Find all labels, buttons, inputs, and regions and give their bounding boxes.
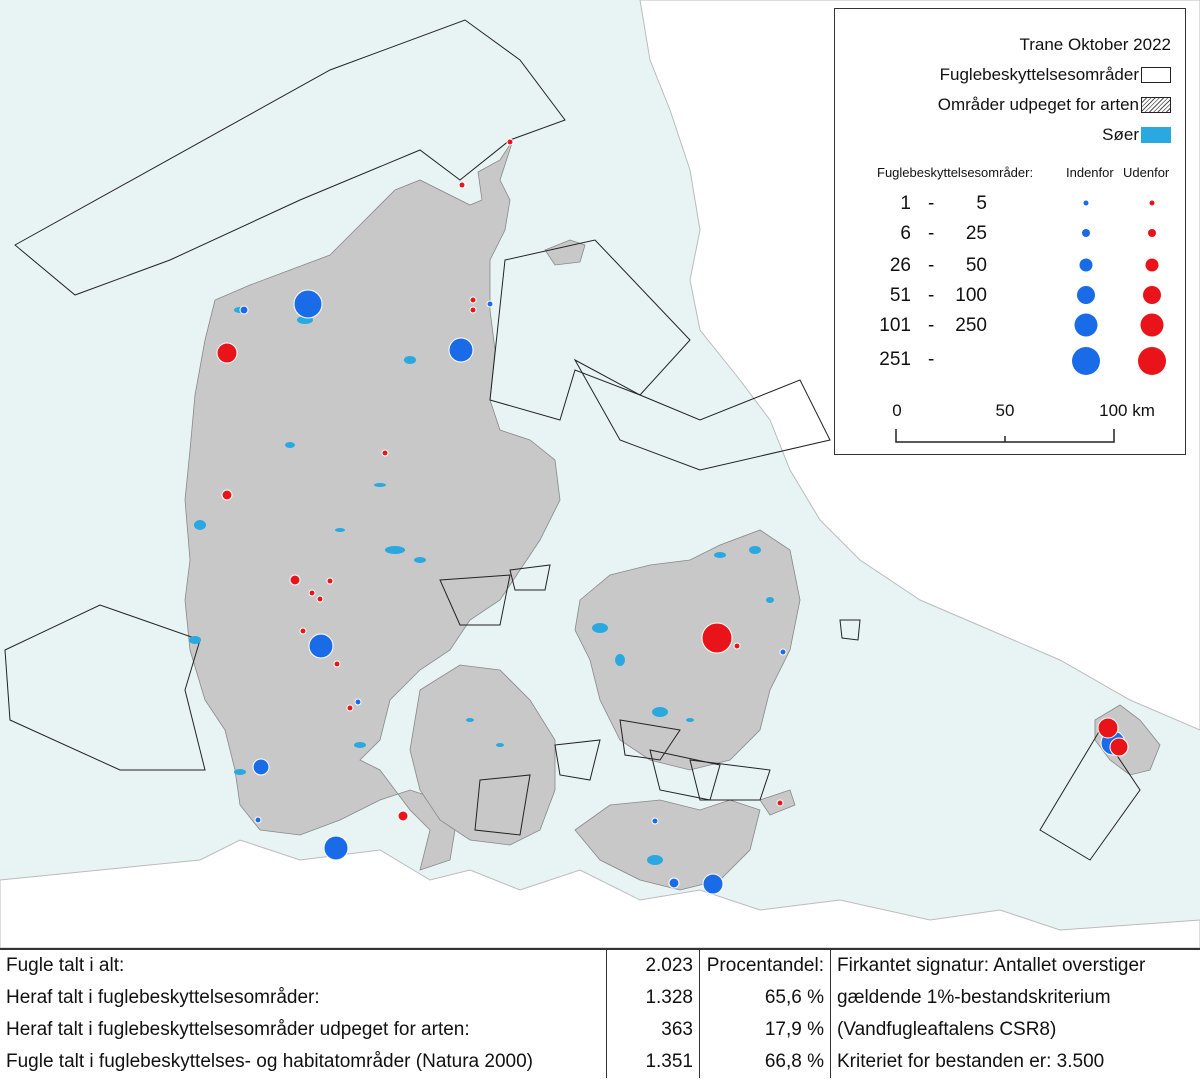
obs-outside [1097, 717, 1119, 739]
obs-outside [1109, 737, 1129, 757]
obs-outside [221, 489, 233, 501]
legend-designated-areas-label: Områder udpeget for arten [937, 95, 1139, 114]
stats-row: Heraf talt i fuglebeskyttelsesområder ud… [0, 1014, 1200, 1046]
obs-outside [333, 660, 341, 668]
scale-label-100: 100 km [1099, 401, 1155, 420]
statistics-table: Fugle talt i alt: 2.023 Procentandel: Fi… [0, 948, 1200, 1085]
legend-panel: Trane Oktober 2022 Fuglebeskyttelsesområ… [834, 8, 1186, 455]
scale-label-0: 0 [892, 401, 902, 420]
stats-row: Fugle talt i alt: 2.023 Procentandel: Fi… [0, 950, 1200, 982]
legend-lakes-label: Søer [1102, 125, 1139, 144]
obs-outside [776, 799, 784, 807]
obs-inside [293, 289, 323, 319]
legend-outside-header: Udenfor [1123, 165, 1170, 180]
obs-inside [702, 873, 724, 895]
obs-inside [254, 816, 262, 824]
obs-inside [651, 817, 659, 825]
scale-label-50: 50 [995, 401, 1015, 420]
obs-inside [779, 648, 787, 656]
obs-inside [354, 698, 362, 706]
obs-inside [668, 877, 680, 889]
legend-designated-areas-swatch [1141, 97, 1171, 113]
obs-outside [346, 704, 354, 712]
stats-row: Fugle talt i fuglebeskyttelses- og habit… [0, 1046, 1200, 1078]
zealand-land [574, 529, 801, 771]
legend-lakes-swatch [1141, 127, 1171, 143]
obs-inside [323, 835, 349, 861]
scale-bar [895, 429, 1115, 443]
legend-protection-areas-swatch [1141, 67, 1171, 83]
obs-outside [381, 449, 389, 457]
stats-row: Heraf talt i fuglebeskyttelsesområder: 1… [0, 982, 1200, 1014]
legend-protection-areas-label: Fuglebeskyttelsesområder [939, 65, 1139, 84]
obs-outside [733, 642, 741, 650]
protection-area-outlines [4, 19, 1141, 861]
legend-inside-header: Indenfor [1066, 165, 1114, 180]
germany-land [0, 839, 1200, 948]
obs-outside [701, 622, 733, 654]
obs-inside [448, 337, 474, 363]
obs-inside [252, 758, 270, 776]
obs-outside [469, 306, 477, 314]
obs-inside [239, 305, 249, 315]
obs-outside [216, 342, 238, 364]
obs-outside [506, 138, 514, 146]
obs-outside [316, 595, 324, 603]
obs-outside [289, 574, 301, 586]
obs-outside [326, 577, 334, 585]
legend-title: Trane Oktober 2022 [1019, 35, 1171, 54]
observations-outside [216, 138, 1129, 822]
obs-inside [308, 633, 334, 659]
obs-outside [299, 627, 307, 635]
obs-outside [308, 589, 316, 597]
obs-outside [458, 181, 466, 189]
funen-land [409, 664, 556, 846]
legend-size-header: Fuglebeskyttelsesområder: [877, 165, 1034, 180]
obs-inside [486, 300, 494, 308]
obs-outside [397, 810, 409, 822]
lolland-land [574, 799, 761, 891]
laesoe-land [544, 239, 586, 266]
obs-outside [469, 296, 477, 304]
